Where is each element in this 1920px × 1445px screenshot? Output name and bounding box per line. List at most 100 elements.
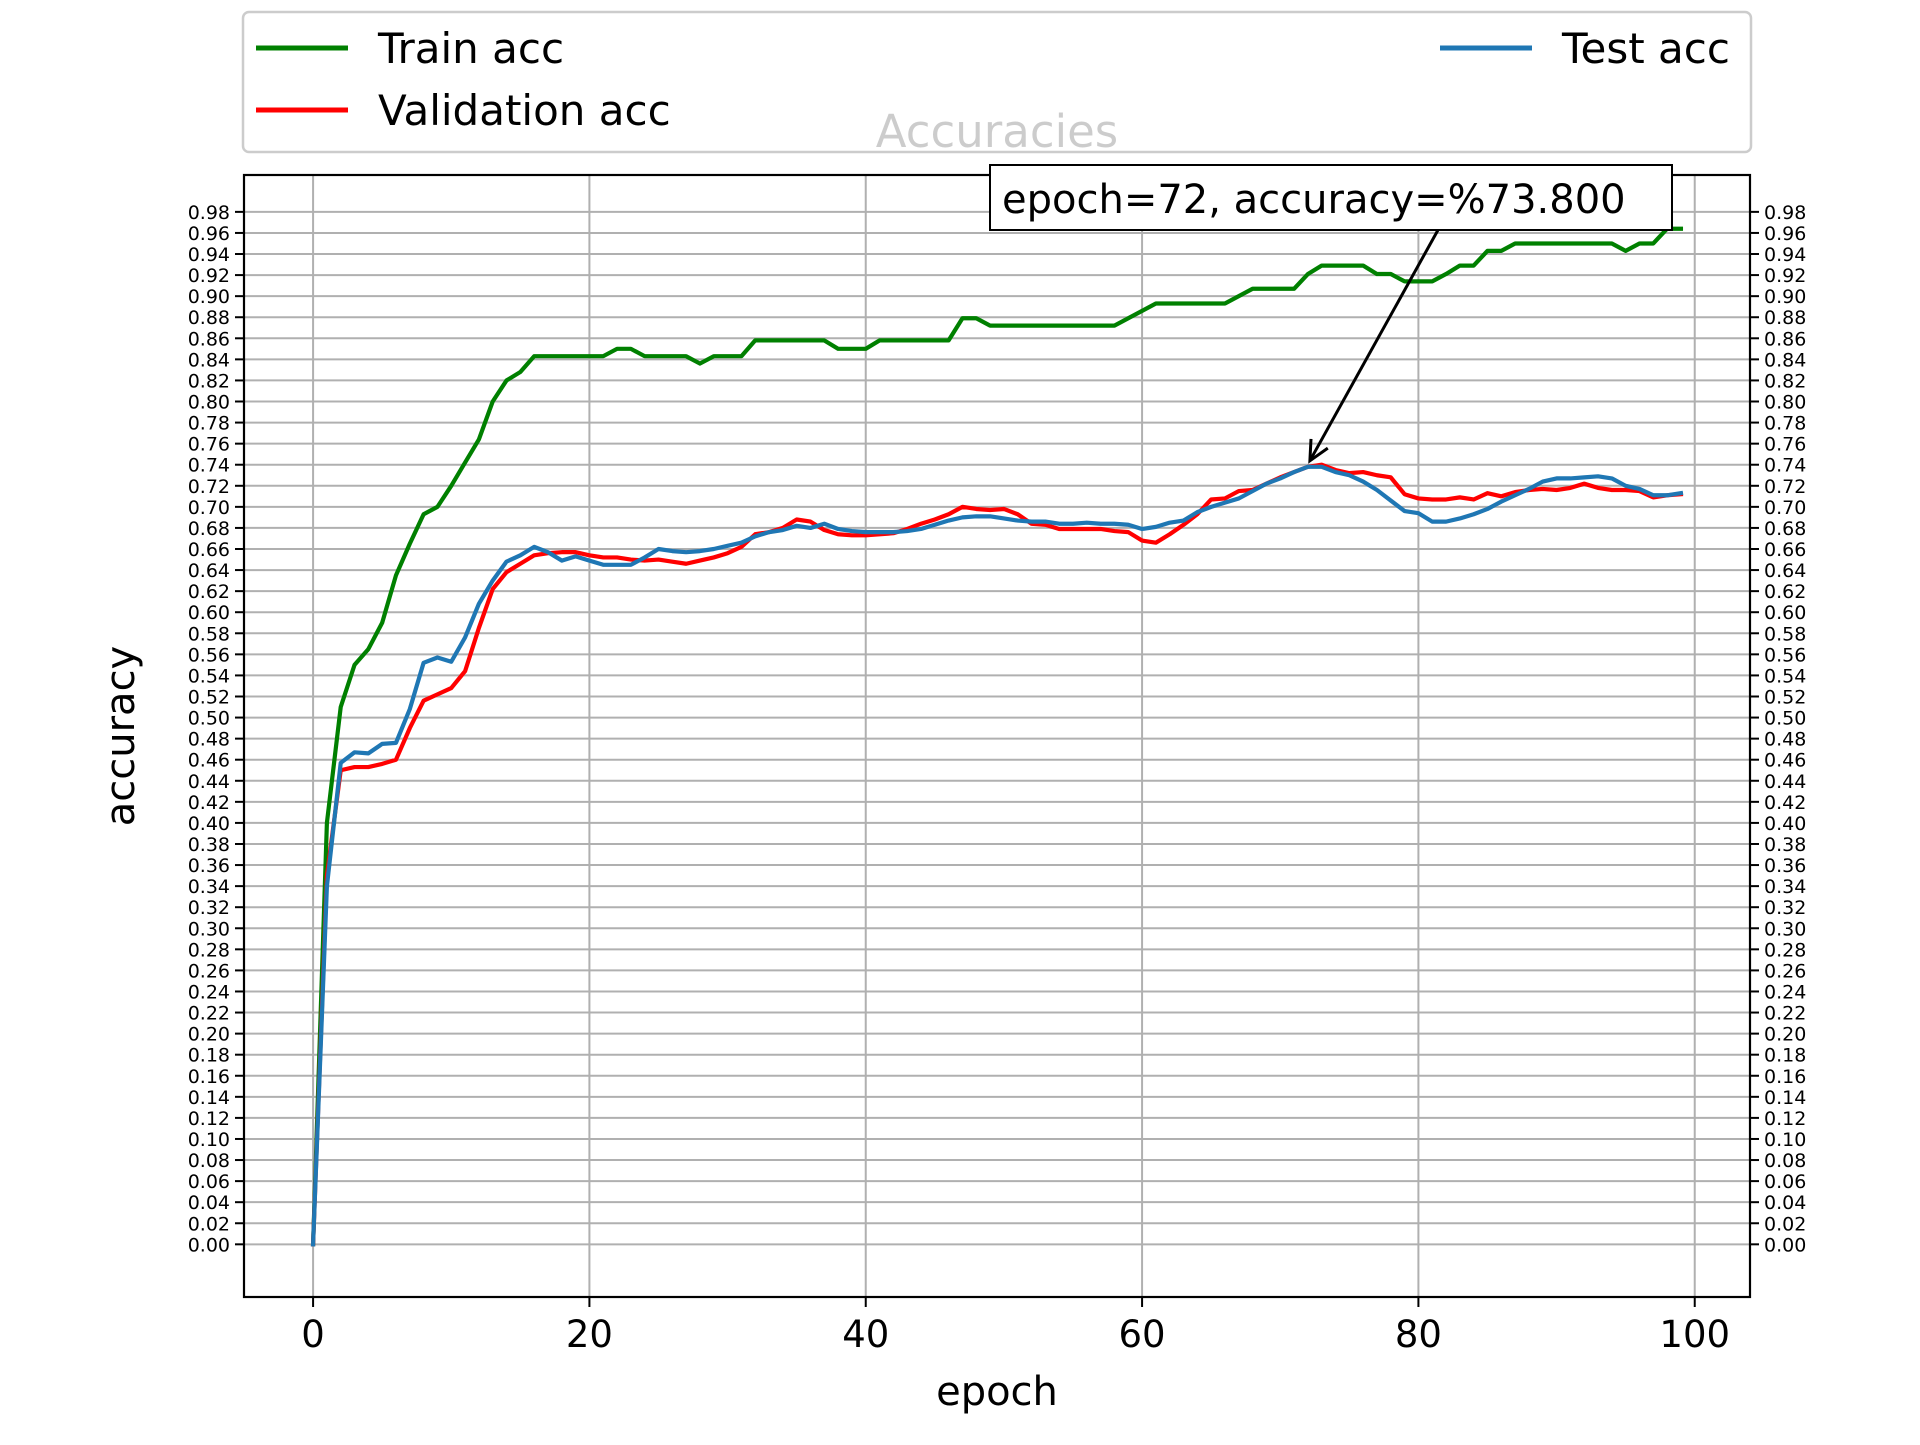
axis-ticks: 0.00 0.000.02 0.020.04 0.040.06 0.060.08 0.08… bbox=[188, 202, 1807, 1356]
annotation-arrowhead bbox=[1308, 438, 1329, 464]
y-tick-label-right: 0.56 bbox=[1764, 644, 1806, 666]
y-tick-label-left: 0.14 bbox=[188, 1087, 230, 1109]
y-tick-label-right: 0.12 bbox=[1764, 1108, 1806, 1130]
y-tick-label-right: 0.04 bbox=[1764, 1192, 1806, 1214]
y-tick-label-right: 0.96 bbox=[1764, 223, 1806, 245]
y-tick-label-left: 0.46 bbox=[188, 750, 230, 772]
x-tick-label: 100 bbox=[1659, 1313, 1730, 1356]
y-tick-label-right: 0.88 bbox=[1764, 307, 1806, 329]
y-tick-label-right: 0.32 bbox=[1764, 897, 1806, 919]
y-tick-label-left: 0.58 bbox=[188, 623, 230, 645]
y-tick-label-left: 0.94 bbox=[188, 244, 230, 266]
y-tick-label-left: 0.30 bbox=[188, 918, 230, 940]
y-tick-label-left: 0.38 bbox=[188, 834, 230, 856]
y-tick-label-right: 0.52 bbox=[1764, 686, 1806, 708]
y-tick-label-right: 0.98 bbox=[1764, 202, 1806, 224]
series-line-2 bbox=[310, 464, 1684, 1247]
y-tick-label-left: 0.56 bbox=[188, 644, 230, 666]
y-tick-label-left: 0.16 bbox=[188, 1066, 230, 1088]
y-tick-label-right: 0.40 bbox=[1764, 813, 1806, 835]
y-tick-label-left: 0.86 bbox=[188, 328, 230, 350]
y-tick-label-left: 0.66 bbox=[188, 539, 230, 561]
y-tick-label-left: 0.84 bbox=[188, 349, 230, 371]
y-tick-label-left: 0.68 bbox=[188, 518, 230, 540]
y-tick-label-left: 0.48 bbox=[188, 729, 230, 751]
y-tick-label-left: 0.74 bbox=[188, 455, 230, 477]
y-tick-label-left: 0.50 bbox=[188, 708, 230, 730]
annotation-text: epoch=72, accuracy=%73.800 bbox=[1002, 177, 1626, 223]
y-tick-label-left: 0.90 bbox=[188, 286, 230, 308]
y-tick-label-left: 0.76 bbox=[188, 434, 230, 456]
y-tick-label-left: 0.42 bbox=[188, 792, 230, 814]
grid-lines bbox=[244, 175, 1750, 1297]
legend-box bbox=[241, 10, 1753, 154]
y-tick-label-left: 0.22 bbox=[188, 1003, 230, 1025]
y-tick-label-left: 0.78 bbox=[188, 413, 230, 435]
y-tick-label-left: 0.54 bbox=[188, 665, 230, 687]
y-tick-label-right: 0.24 bbox=[1764, 981, 1806, 1003]
y-tick-label-left: 0.88 bbox=[188, 307, 230, 329]
y-tick-label-left: 0.80 bbox=[188, 392, 230, 414]
y-tick-label-left: 0.36 bbox=[188, 855, 230, 877]
y-tick-label-right: 0.72 bbox=[1764, 476, 1806, 498]
y-tick-label-right: 0.46 bbox=[1764, 750, 1806, 772]
y-tick-label-right: 0.08 bbox=[1764, 1150, 1806, 1172]
series-line-1 bbox=[310, 462, 1684, 1247]
y-tick-label-right: 0.68 bbox=[1764, 518, 1806, 540]
y-tick-label-left: 0.18 bbox=[188, 1045, 230, 1067]
y-tick-label-right: 0.28 bbox=[1764, 939, 1806, 961]
y-tick-label-left: 0.04 bbox=[188, 1192, 230, 1214]
y-tick-label-right: 0.00 bbox=[1764, 1234, 1806, 1256]
y-tick-label-right: 0.90 bbox=[1764, 286, 1806, 308]
y-tick-label-right: 0.34 bbox=[1764, 876, 1806, 898]
x-tick-label: 60 bbox=[1119, 1313, 1166, 1356]
series-line-0 bbox=[310, 226, 1684, 1247]
y-tick-label-right: 0.54 bbox=[1764, 665, 1806, 687]
y-tick-label-left: 0.28 bbox=[188, 939, 230, 961]
series-lines bbox=[310, 226, 1684, 1247]
y-tick-label-left: 0.64 bbox=[188, 560, 230, 582]
x-axis-label: epoch bbox=[936, 1369, 1058, 1415]
y-tick-label-left: 0.60 bbox=[188, 602, 230, 624]
legend-label-test: Test acc bbox=[1561, 24, 1730, 73]
y-tick-label-left: 0.12 bbox=[188, 1108, 230, 1130]
x-tick-label: 20 bbox=[566, 1313, 613, 1356]
y-tick-label-right: 0.06 bbox=[1764, 1171, 1806, 1193]
y-tick-label-right: 0.36 bbox=[1764, 855, 1806, 877]
legend: Train acc Validation acc Test acc bbox=[241, 10, 1753, 154]
y-tick-label-left: 0.26 bbox=[188, 960, 230, 982]
y-tick-label-right: 0.86 bbox=[1764, 328, 1806, 350]
y-tick-label-right: 0.30 bbox=[1764, 918, 1806, 940]
chart-title: Accuracies bbox=[876, 105, 1118, 158]
annotation-arrow bbox=[1308, 229, 1440, 462]
y-tick-label-right: 0.44 bbox=[1764, 771, 1806, 793]
y-tick-label-left: 0.32 bbox=[188, 897, 230, 919]
annotation-box bbox=[989, 164, 1673, 231]
y-tick-label-right: 0.38 bbox=[1764, 834, 1806, 856]
y-tick-label-left: 0.98 bbox=[188, 202, 230, 224]
y-tick-label-left: 0.72 bbox=[188, 476, 230, 498]
y-tick-label-right: 0.26 bbox=[1764, 960, 1806, 982]
y-tick-label-left: 0.02 bbox=[188, 1213, 230, 1235]
y-tick-label-right: 0.80 bbox=[1764, 392, 1806, 414]
y-tick-label-left: 0.20 bbox=[188, 1024, 230, 1046]
y-tick-label-left: 0.06 bbox=[188, 1171, 230, 1193]
y-tick-label-left: 0.52 bbox=[188, 686, 230, 708]
y-tick-label-right: 0.58 bbox=[1764, 623, 1806, 645]
x-tick-label: 80 bbox=[1395, 1313, 1442, 1356]
y-tick-label-right: 0.18 bbox=[1764, 1045, 1806, 1067]
x-tick-label: 40 bbox=[842, 1313, 889, 1356]
y-tick-label-right: 0.20 bbox=[1764, 1024, 1806, 1046]
legend-label-validation: Validation acc bbox=[378, 86, 671, 135]
y-tick-label-right: 0.48 bbox=[1764, 729, 1806, 751]
y-tick-label-left: 0.44 bbox=[188, 771, 230, 793]
x-tick-label: 0 bbox=[301, 1313, 325, 1356]
y-tick-label-right: 0.62 bbox=[1764, 581, 1806, 603]
y-tick-label-left: 0.10 bbox=[188, 1129, 230, 1151]
annotation: epoch=72, accuracy=%73.800 bbox=[989, 164, 1673, 464]
y-tick-label-left: 0.24 bbox=[188, 981, 230, 1003]
y-tick-label-right: 0.84 bbox=[1764, 349, 1806, 371]
y-tick-label-right: 0.76 bbox=[1764, 434, 1806, 456]
